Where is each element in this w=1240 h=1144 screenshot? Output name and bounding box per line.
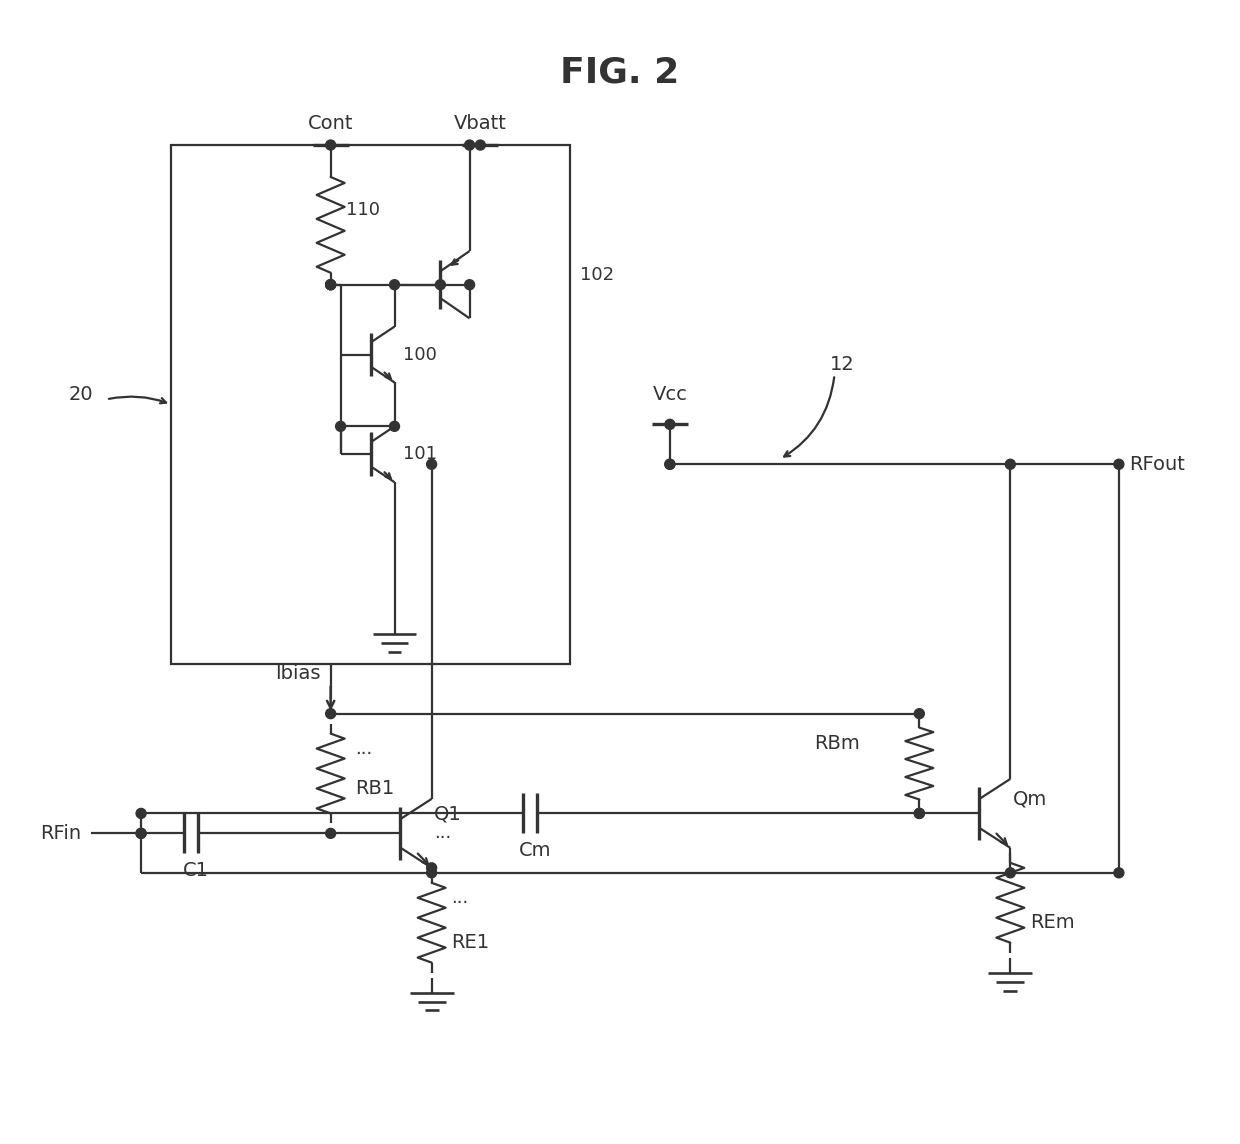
Text: 100: 100 [403, 345, 438, 364]
Text: 102: 102 [580, 265, 614, 284]
Text: Vcc: Vcc [652, 386, 687, 405]
Text: Ibias: Ibias [275, 665, 321, 683]
Text: Qm: Qm [1013, 789, 1047, 809]
Circle shape [136, 828, 146, 839]
Circle shape [1114, 868, 1123, 877]
Text: Cm: Cm [520, 841, 552, 860]
Text: 110: 110 [346, 201, 379, 219]
Circle shape [427, 459, 436, 469]
Bar [171, 145, 570, 664]
Text: 101: 101 [403, 445, 438, 463]
Circle shape [136, 809, 146, 818]
Circle shape [326, 280, 336, 289]
Circle shape [665, 420, 675, 429]
Circle shape [435, 280, 445, 289]
Text: RBm: RBm [813, 734, 859, 753]
Text: RB1: RB1 [356, 779, 394, 799]
Circle shape [665, 459, 675, 469]
Circle shape [326, 828, 336, 839]
Text: ...: ... [356, 739, 373, 757]
Circle shape [465, 280, 475, 289]
Text: RFin: RFin [40, 824, 81, 843]
Circle shape [1006, 868, 1016, 877]
Circle shape [1006, 459, 1016, 469]
Text: Q1: Q1 [434, 804, 461, 824]
Circle shape [1114, 459, 1123, 469]
Text: RE1: RE1 [451, 934, 490, 952]
Circle shape [465, 140, 475, 150]
Circle shape [475, 140, 485, 150]
Text: REm: REm [1030, 913, 1075, 932]
Circle shape [914, 708, 924, 718]
Text: ...: ... [451, 889, 469, 907]
Circle shape [326, 708, 336, 718]
Circle shape [136, 828, 146, 839]
Circle shape [665, 459, 675, 469]
Text: Vbatt: Vbatt [454, 114, 507, 133]
Text: 12: 12 [830, 355, 854, 374]
Text: FIG. 2: FIG. 2 [560, 55, 680, 89]
Circle shape [914, 809, 924, 818]
Circle shape [427, 863, 436, 873]
Circle shape [389, 280, 399, 289]
Text: ...: ... [434, 825, 451, 842]
Circle shape [326, 280, 336, 289]
Circle shape [914, 809, 924, 818]
Text: Cont: Cont [308, 114, 353, 133]
Text: 20: 20 [69, 384, 93, 404]
Text: RFout: RFout [1128, 455, 1184, 474]
Circle shape [389, 421, 399, 431]
Circle shape [336, 421, 346, 431]
Text: C1: C1 [184, 861, 210, 880]
Circle shape [427, 868, 436, 877]
Circle shape [326, 280, 336, 289]
Circle shape [326, 140, 336, 150]
